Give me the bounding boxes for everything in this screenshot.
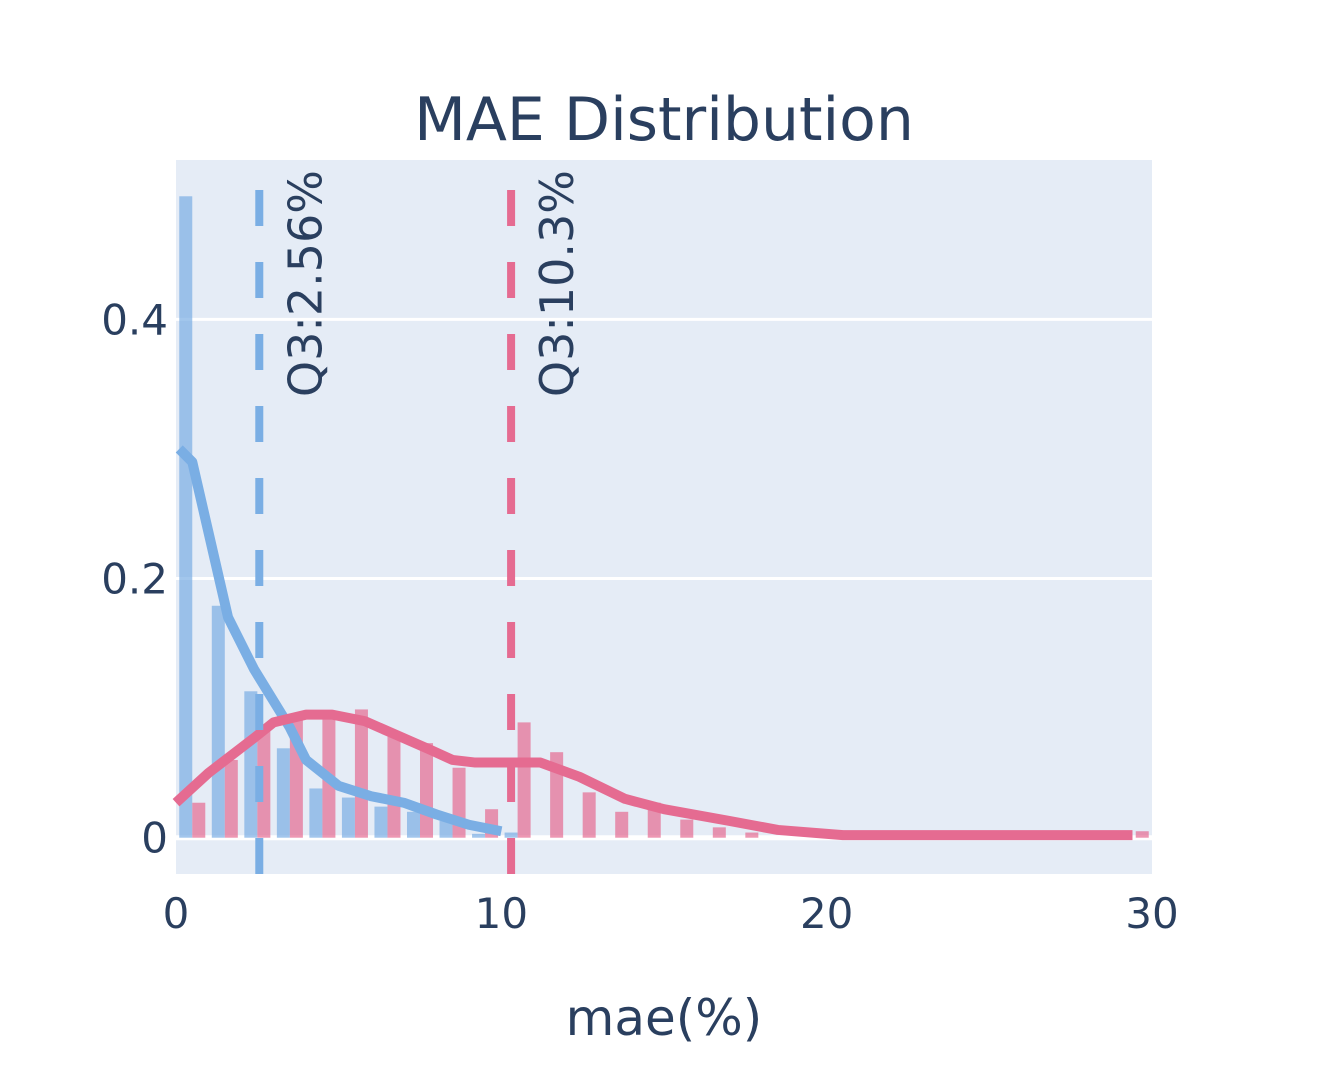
histogram-bar	[420, 743, 434, 838]
x-axis-label: mae(%)	[566, 989, 763, 1047]
histogram-bar	[680, 819, 694, 838]
histogram-bar	[582, 792, 596, 838]
y-tick-label: 0	[141, 814, 168, 863]
histogram-bar	[341, 797, 355, 838]
x-tick-label: 0	[163, 889, 190, 938]
histogram-bar	[192, 802, 206, 838]
plot-background	[176, 160, 1152, 874]
histogram-bar	[1135, 831, 1149, 838]
x-tick-label: 20	[800, 889, 853, 938]
histogram-bar	[387, 736, 401, 838]
histogram-bar	[224, 759, 238, 838]
histogram-bar	[309, 788, 323, 838]
y-tick-label: 0.2	[101, 555, 168, 604]
histogram-bar	[179, 196, 193, 838]
histogram-bar	[244, 691, 258, 838]
y-tick-label: 0.4	[101, 295, 168, 344]
histogram-bar	[374, 806, 388, 838]
histogram-bar	[712, 827, 726, 838]
x-tick-label: 30	[1125, 889, 1178, 938]
histogram-bar	[517, 722, 531, 838]
histogram-bar	[257, 726, 271, 838]
kde-line	[175, 445, 503, 837]
chart-title: MAE Distribution	[414, 85, 914, 155]
histogram-bar	[439, 820, 453, 838]
x-tick-label: 10	[475, 889, 528, 938]
histogram-bar	[406, 811, 420, 838]
q3-annotation: Q3:2.56%	[278, 170, 332, 397]
q3-annotation: Q3:10.3%	[530, 170, 584, 397]
histogram-bar	[472, 833, 486, 838]
histogram-bar	[504, 832, 518, 838]
histogram-bar	[211, 605, 225, 838]
histogram-bar	[615, 811, 629, 838]
histogram-bar	[745, 832, 759, 838]
kde-line	[172, 709, 1133, 841]
histogram-bar	[354, 709, 368, 838]
histogram-bar	[276, 748, 290, 838]
